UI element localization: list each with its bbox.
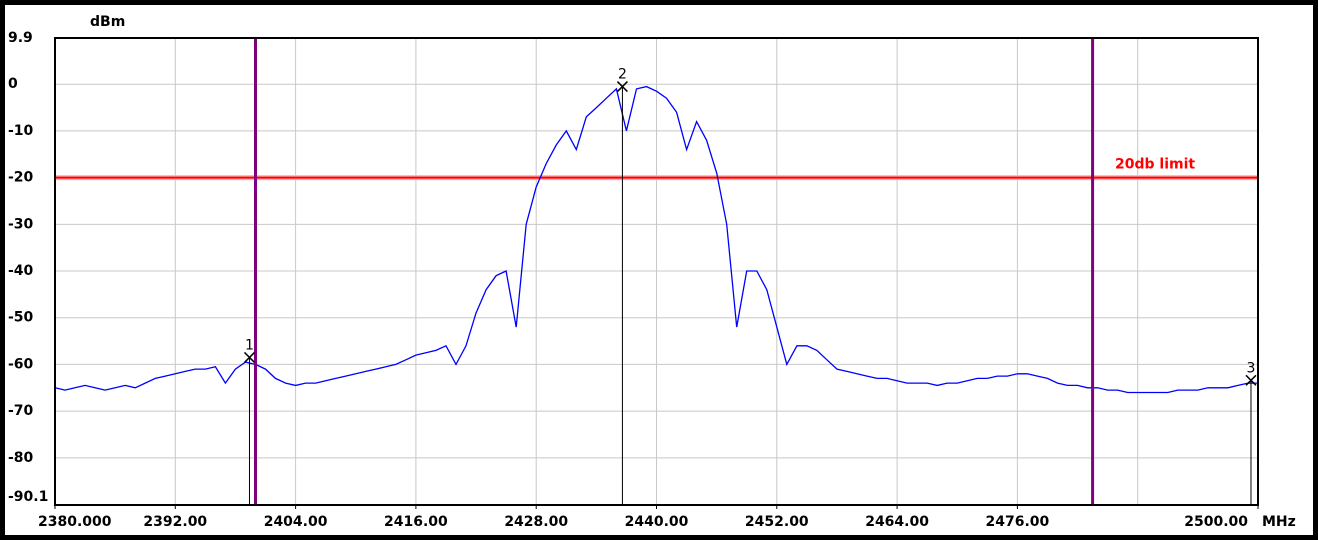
- y-tick-label: -80: [8, 450, 34, 466]
- y-tick-label: -10: [8, 123, 34, 139]
- plot-frame: [54, 37, 1259, 506]
- x-unit: MHz: [1262, 514, 1296, 530]
- y-tick-label: -20: [8, 170, 34, 186]
- marker: [1245, 374, 1257, 386]
- marker: [616, 81, 628, 93]
- x-tick-label: 2416.00: [384, 514, 448, 530]
- x-tick-label: 2464.00: [865, 514, 929, 530]
- y-tick-label: -40: [8, 263, 34, 279]
- marker-label: 3: [1247, 360, 1256, 376]
- y-tick-label: 9.9: [8, 30, 33, 46]
- y-tick-label: -90.1: [8, 489, 48, 505]
- y-tick-label: -30: [8, 216, 34, 232]
- y-tick-label: 0: [8, 76, 18, 92]
- marker: [243, 351, 256, 363]
- x-tick-label: 2428.00: [504, 514, 568, 530]
- x-tick-label: 2392.00: [143, 514, 207, 530]
- x-tick-label: 2476.00: [986, 514, 1050, 530]
- y-tick-label: -60: [8, 356, 34, 372]
- x-tick-label: 2500.00: [1184, 514, 1248, 530]
- y-tick-label: -50: [8, 310, 34, 326]
- x-tick-label: 2452.00: [745, 514, 809, 530]
- limit-label: 20db limit: [1115, 157, 1195, 173]
- x-tick-label: 2380.000: [38, 514, 112, 530]
- y-tick-label: -70: [8, 403, 34, 419]
- y-unit: dBm: [90, 14, 125, 30]
- x-tick-label: 2440.00: [625, 514, 689, 530]
- x-tick-label: 2404.00: [264, 514, 328, 530]
- marker-label: 2: [618, 67, 627, 83]
- marker-label: 1: [245, 337, 254, 353]
